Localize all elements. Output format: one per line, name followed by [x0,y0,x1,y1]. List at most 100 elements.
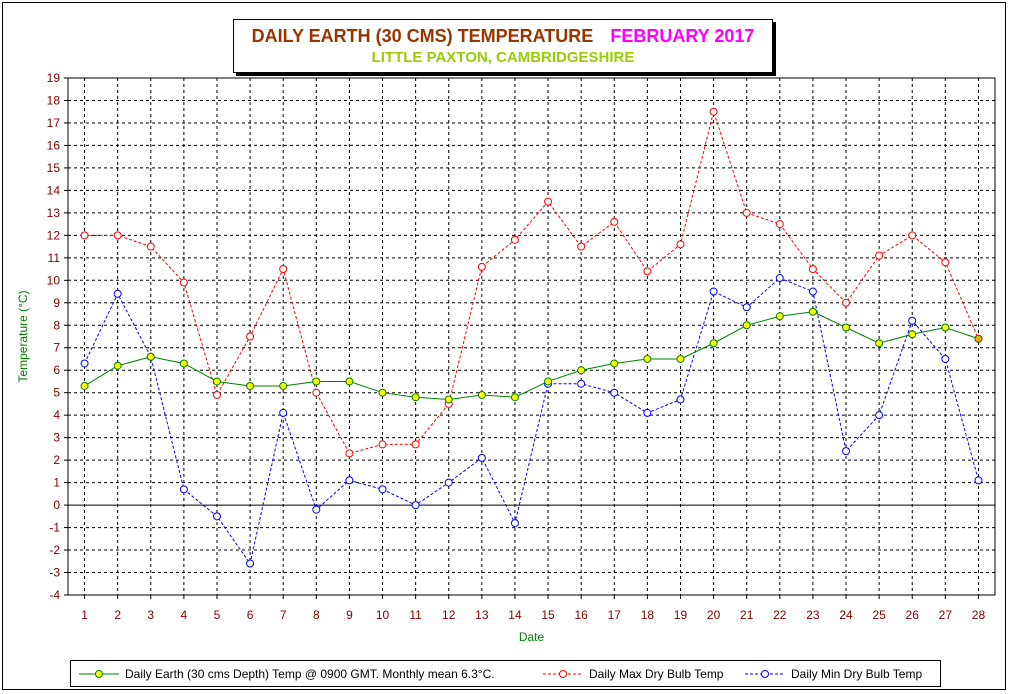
data-point-max [510,235,519,244]
legend-item-earth: Daily Earth (30 cms Depth) Temp @ 0900 G… [77,661,495,686]
data-point-earth [80,381,89,390]
x-tick-label: 24 [839,608,853,622]
legend-label-max: Daily Max Dry Bulb Temp [589,666,724,681]
x-tick-label: 5 [214,608,221,622]
x-tick-label: 4 [181,608,188,622]
y-tick-label: 19 [47,71,61,85]
data-point-max [808,265,817,274]
x-tick-label: 3 [147,608,154,622]
data-point-max [842,298,851,307]
y-tick-label: 1 [53,476,60,490]
data-point-earth [577,366,586,375]
data-point-max [146,242,155,251]
data-point-min [676,395,685,404]
data-point-earth [908,330,917,339]
data-point-earth [974,334,983,343]
data-point-min [179,485,188,494]
data-point-earth [212,377,221,386]
data-point-max [577,242,586,251]
y-tick-label: 2 [53,453,60,467]
x-axis-label: Date [519,630,545,644]
data-point-earth [146,352,155,361]
series-line-max [84,109,979,454]
data-point-max [345,449,354,458]
series-line-earth [84,311,979,400]
x-tick-label: 11 [409,608,422,622]
plot-area [67,77,996,596]
y-tick-label: -3 [49,566,60,580]
x-tick-label: 14 [508,608,522,622]
data-point-earth [444,395,453,404]
data-point-earth [279,381,288,390]
y-tick-label: 6 [53,363,60,377]
data-point-max [610,217,619,226]
data-point-earth [775,312,784,321]
y-tick-label: 14 [47,183,61,197]
x-tick-label: 10 [376,608,390,622]
data-point-min [775,274,784,283]
legend-swatch-min [745,669,785,678]
data-point-earth [709,339,718,348]
y-tick-label: 10 [47,273,61,287]
x-tick-label: 7 [280,608,287,622]
data-point-max [709,107,718,116]
title-main: DAILY EARTH (30 CMS) TEMPERATURE [251,26,594,46]
data-point-earth [875,339,884,348]
data-point-min [742,303,751,312]
data-point-min [113,289,122,298]
data-point-max [113,231,122,240]
data-point-earth [477,390,486,399]
data-point-min [875,411,884,420]
data-point-earth [411,393,420,402]
y-tick-label: 5 [53,386,60,400]
data-point-earth [312,377,321,386]
x-tick-label: 19 [674,608,688,622]
chart-title: DAILY EARTH (30 CMS) TEMPERATURE FEBRUAR… [234,26,772,47]
x-tick-label: 25 [872,608,886,622]
data-point-min [610,388,619,397]
chart-subtitle: LITTLE PAXTON, CAMBRIDGESHIRE [371,49,635,66]
legend: Daily Earth (30 cms Depth) Temp @ 0900 G… [70,660,941,687]
y-tick-label: 8 [53,318,60,332]
y-tick-label: 4 [53,408,60,422]
x-tick-label: 2 [114,608,121,622]
data-point-max [908,231,917,240]
data-point-min [974,476,983,485]
y-tick-label: 9 [53,296,60,310]
data-point-min [577,379,586,388]
y-tick-label: 16 [47,138,61,152]
data-point-max [378,440,387,449]
y-axis-label: Temperature (°C) [16,290,30,382]
data-point-max [279,265,288,274]
data-point-max [676,240,685,249]
y-tick-label: 11 [48,251,61,265]
data-point-earth [742,321,751,330]
legend-label-min: Daily Min Dry Bulb Temp [791,666,923,681]
x-tick-label: 1 [81,608,88,622]
data-point-earth [179,359,188,368]
x-tick-label: 15 [541,608,555,622]
y-tick-label: 0 [53,498,60,512]
y-tick-label: 3 [53,431,60,445]
data-point-earth [113,361,122,370]
y-tick-label: 17 [47,116,61,130]
y-tick-label: 7 [53,341,60,355]
data-point-min [279,408,288,417]
x-tick-label: 23 [806,608,820,622]
data-point-earth [345,377,354,386]
series-group [80,107,983,568]
data-point-min [908,316,917,325]
data-point-earth [941,323,950,332]
data-point-max [80,231,89,240]
data-point-min [842,447,851,456]
x-tick-label: 12 [442,608,456,622]
data-point-earth [808,307,817,316]
data-point-max [643,267,652,276]
data-point-max [312,388,321,397]
x-tick-label: 28 [972,608,986,622]
data-point-min [709,287,718,296]
y-tick-label: -4 [49,588,60,602]
